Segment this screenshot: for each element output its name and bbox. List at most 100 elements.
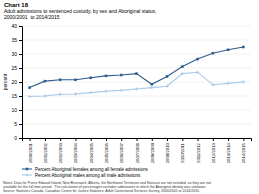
marker-group xyxy=(150,83,153,86)
x-axis: 2000/2001 2001/2002 2002/2003 2003/2004 2004… xyxy=(23,138,252,163)
tick-label: 2005/2006 xyxy=(104,142,109,163)
marker xyxy=(150,83,153,86)
legend-marker xyxy=(26,168,29,171)
marker xyxy=(196,71,199,74)
tick-mark xyxy=(19,96,22,97)
y-tick: 0 xyxy=(14,135,22,141)
y-tick: 20 xyxy=(11,79,22,85)
grid-line xyxy=(22,54,251,55)
y-axis: 0510152025303540 xyxy=(11,23,22,141)
marker xyxy=(104,90,107,93)
marker-group xyxy=(74,92,77,95)
marker xyxy=(28,95,31,98)
x-tick: 2006/2007 xyxy=(119,138,124,163)
x-tick: 2011/2012 xyxy=(196,138,201,163)
tick-mark xyxy=(19,138,22,139)
marker xyxy=(227,49,230,52)
marker xyxy=(28,86,31,89)
tick-label: 15 xyxy=(11,93,17,99)
x-tick: 2001/2002 xyxy=(43,138,48,163)
tick-label: 2004/2005 xyxy=(89,142,94,163)
tick-mark xyxy=(213,138,214,141)
marker xyxy=(227,82,230,85)
marker-group xyxy=(212,52,215,55)
tick-label: 35 xyxy=(11,37,17,43)
marker-group xyxy=(104,90,107,93)
x-tick: 2009/2010 xyxy=(165,138,170,163)
line xyxy=(30,72,244,96)
marker-group xyxy=(242,80,245,83)
axis-line xyxy=(23,139,252,142)
subtitle: 2000/2001 to 2014/2015 xyxy=(4,14,60,20)
tick-mark xyxy=(198,138,199,141)
y-tick: 30 xyxy=(11,51,22,57)
tick-label: 2006/2007 xyxy=(119,142,124,163)
marker-group xyxy=(135,72,138,75)
marker-group xyxy=(120,74,123,77)
tick-label: 2012/2013 xyxy=(211,142,216,163)
marker xyxy=(181,65,184,68)
marker xyxy=(212,52,215,55)
grid-line xyxy=(22,82,251,83)
series xyxy=(28,71,245,99)
tick-label: 2002/2003 xyxy=(58,142,63,163)
marker xyxy=(166,75,169,78)
marker xyxy=(211,83,214,86)
marker-group xyxy=(166,75,169,78)
tick-mark xyxy=(182,138,183,141)
grid-line xyxy=(22,40,251,41)
tick-label: 0 xyxy=(14,135,17,141)
x-tick: 2000/2001 xyxy=(28,138,33,163)
tick-mark xyxy=(19,82,22,83)
x-tick: 2005/2006 xyxy=(104,138,109,163)
tick-mark xyxy=(228,138,229,141)
grid-line xyxy=(22,110,251,111)
tick-label: 25 xyxy=(11,65,17,71)
tick-label: 40 xyxy=(11,23,17,29)
marker-group xyxy=(227,82,230,85)
x-tick: 2008/2009 xyxy=(150,138,155,163)
marker xyxy=(44,80,47,83)
tick-mark xyxy=(19,40,22,41)
x-tick: 2003/2004 xyxy=(73,138,78,163)
marker-group xyxy=(242,46,245,49)
marker xyxy=(105,75,108,78)
marker xyxy=(120,89,123,92)
marker xyxy=(120,74,123,77)
tick-mark xyxy=(91,138,92,141)
tick-label: 2013/2014 xyxy=(226,142,231,163)
tick-mark xyxy=(45,138,46,141)
legend: Percent Aboriginal females among all fem… xyxy=(22,167,149,178)
legend-label: Percent Aboriginal females among all fem… xyxy=(35,167,149,172)
tick-label: 30 xyxy=(11,51,17,57)
x-tick: 2007/2008 xyxy=(135,138,140,163)
x-tick: 2004/2005 xyxy=(89,138,94,163)
tick-label: 10 xyxy=(11,107,17,113)
tick-label: 2008/2009 xyxy=(150,142,155,163)
marker-group xyxy=(211,83,214,86)
legend-label: Percent Aboriginal males among all male … xyxy=(35,173,141,178)
marker xyxy=(135,72,138,75)
x-tick: 2013/2014 xyxy=(226,138,231,163)
y-tick: 25 xyxy=(11,65,22,71)
legend-marker-group xyxy=(25,173,28,176)
marker-group xyxy=(227,49,230,52)
marker xyxy=(74,78,77,81)
marker xyxy=(196,58,199,61)
marker xyxy=(59,78,62,81)
tick-mark xyxy=(167,138,168,141)
x-tick: 2012/2013 xyxy=(211,138,216,163)
tick-mark xyxy=(75,138,76,141)
tick-mark xyxy=(121,138,122,141)
y-tick: 15 xyxy=(11,93,22,99)
tick-label: 2010/2011 xyxy=(180,142,185,163)
marker xyxy=(242,46,245,49)
marker-group xyxy=(120,89,123,92)
marker-group xyxy=(196,58,199,61)
legend-marker xyxy=(25,173,28,176)
legend-line xyxy=(22,168,32,169)
tick-label: 20 xyxy=(11,79,17,85)
tick-label: 2007/2008 xyxy=(135,142,140,163)
marker-group xyxy=(44,80,47,83)
tick-mark xyxy=(19,54,22,55)
